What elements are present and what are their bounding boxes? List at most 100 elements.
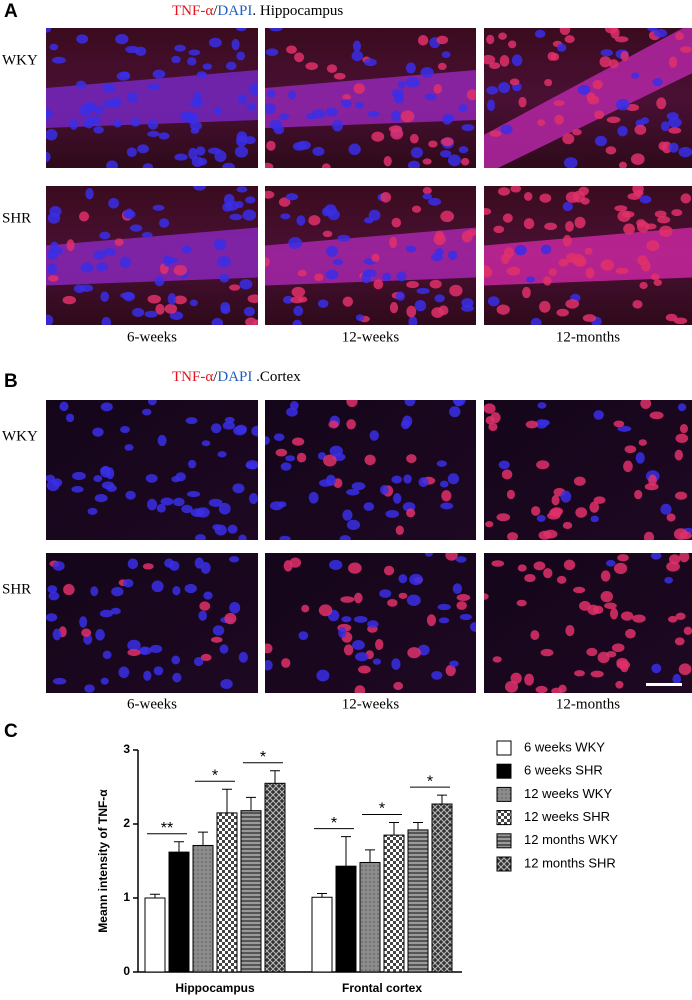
nucleus bbox=[229, 556, 240, 563]
nucleus bbox=[224, 612, 237, 625]
nucleus bbox=[172, 672, 182, 683]
nucleus bbox=[47, 585, 58, 594]
nucleus bbox=[142, 163, 154, 168]
nucleus bbox=[106, 484, 117, 492]
nucleus bbox=[333, 72, 346, 80]
nucleus bbox=[651, 663, 662, 674]
micrograph bbox=[46, 553, 258, 693]
nucleus bbox=[666, 112, 679, 121]
nucleus bbox=[658, 141, 668, 151]
nucleus bbox=[156, 504, 166, 513]
nucleus bbox=[389, 302, 399, 314]
nucleus bbox=[600, 49, 613, 57]
nucleus bbox=[79, 211, 90, 222]
micrograph bbox=[484, 553, 692, 693]
nucleus bbox=[398, 574, 408, 584]
nucleus bbox=[613, 420, 625, 428]
nucleus bbox=[562, 521, 573, 530]
nucleus bbox=[200, 653, 212, 662]
nucleus bbox=[486, 99, 496, 112]
title-part: .Cortex bbox=[252, 369, 301, 385]
nucleus bbox=[219, 644, 229, 654]
nucleus bbox=[447, 473, 460, 485]
nucleus bbox=[392, 493, 402, 504]
nucleus bbox=[84, 684, 95, 693]
nucleus bbox=[325, 269, 339, 280]
nucleus bbox=[510, 672, 522, 684]
nucleus bbox=[249, 492, 258, 505]
nucleus bbox=[129, 224, 143, 232]
nucleus bbox=[441, 490, 452, 502]
micrograph-content bbox=[265, 400, 476, 540]
nucleus bbox=[143, 670, 152, 681]
nucleus bbox=[220, 679, 233, 690]
nucleus bbox=[218, 502, 231, 515]
nucleus bbox=[556, 308, 569, 317]
nucleus bbox=[592, 605, 604, 614]
nucleus bbox=[342, 296, 354, 307]
nucleus bbox=[452, 400, 466, 406]
nucleus bbox=[113, 119, 123, 128]
bar bbox=[144, 897, 166, 973]
error-bar bbox=[174, 841, 184, 853]
nucleus bbox=[219, 274, 230, 283]
nucleus bbox=[372, 658, 381, 665]
nucleus bbox=[652, 77, 663, 87]
nucleus bbox=[308, 215, 321, 226]
nucleus bbox=[565, 299, 580, 309]
legend-label: 6 weeks SHR bbox=[524, 763, 603, 778]
nucleus bbox=[126, 147, 137, 158]
nucleus bbox=[318, 479, 333, 487]
nucleus bbox=[127, 648, 141, 657]
micrograph bbox=[265, 400, 476, 540]
nucleus bbox=[523, 191, 533, 201]
nucleus bbox=[484, 593, 489, 600]
nucleus bbox=[364, 454, 376, 466]
x-tick-label: Hippocampus bbox=[175, 981, 255, 995]
nucleus bbox=[620, 611, 634, 621]
nucleus bbox=[484, 54, 496, 65]
nucleus bbox=[375, 638, 384, 651]
bar bbox=[216, 812, 238, 973]
nucleus bbox=[565, 220, 574, 232]
nucleus bbox=[59, 401, 69, 412]
nucleus bbox=[229, 601, 241, 614]
nucleus bbox=[145, 473, 158, 483]
nucleus bbox=[290, 296, 304, 304]
nucleus bbox=[427, 197, 442, 206]
error-bar bbox=[270, 770, 280, 784]
nucleus bbox=[614, 36, 629, 43]
nucleus bbox=[94, 105, 105, 115]
nucleus bbox=[280, 462, 292, 471]
nucleus bbox=[624, 445, 637, 454]
nucleus bbox=[574, 216, 586, 229]
nucleus bbox=[340, 99, 353, 108]
nucleus bbox=[275, 448, 288, 457]
title-part: DAPI bbox=[217, 369, 252, 385]
nucleus bbox=[402, 415, 413, 428]
nucleus bbox=[393, 93, 405, 104]
nucleus bbox=[438, 617, 450, 624]
nucleus bbox=[151, 580, 164, 593]
micrograph-content bbox=[265, 186, 476, 325]
nucleus bbox=[72, 471, 86, 481]
nucleus bbox=[485, 416, 495, 425]
nucleus bbox=[76, 80, 87, 90]
nucleus bbox=[101, 316, 112, 325]
row-label: WKY bbox=[2, 52, 38, 68]
nucleus bbox=[678, 146, 692, 158]
nucleus bbox=[173, 264, 188, 276]
nucleus bbox=[410, 147, 423, 159]
nucleus bbox=[280, 213, 291, 220]
nucleus bbox=[649, 411, 664, 420]
nucleus bbox=[196, 71, 208, 79]
nucleus bbox=[171, 55, 181, 64]
micrograph bbox=[265, 28, 476, 168]
nucleus bbox=[285, 455, 296, 462]
nucleus bbox=[238, 534, 247, 540]
nucleus bbox=[673, 528, 688, 540]
nucleus bbox=[323, 454, 337, 467]
nucleus bbox=[420, 67, 434, 78]
nucleus bbox=[540, 244, 552, 255]
micrograph-content bbox=[484, 28, 692, 168]
